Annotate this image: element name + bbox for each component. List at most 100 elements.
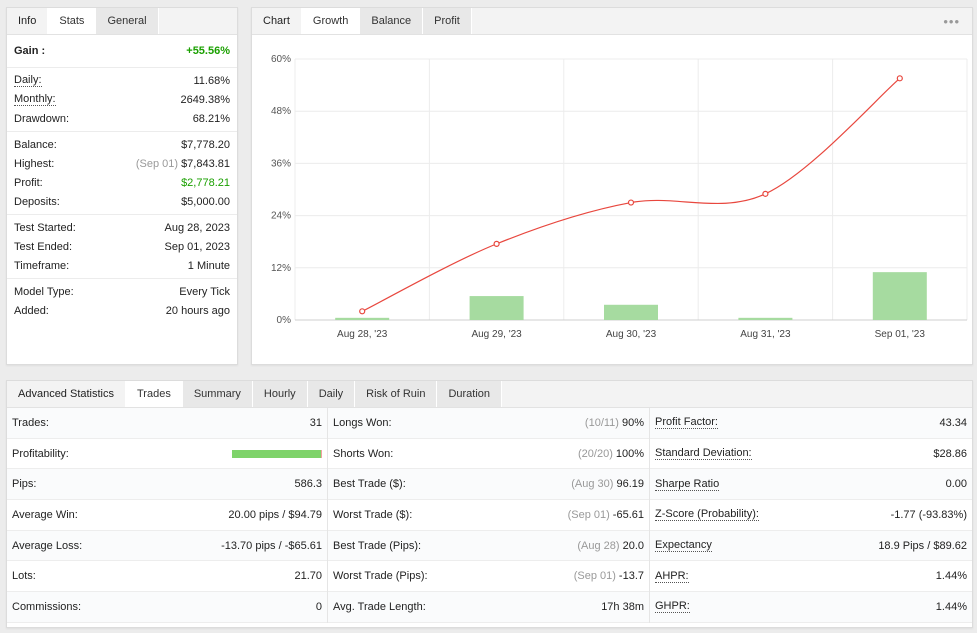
info-group-model: Model Type: Every Tick Added: 20 hours ago [7,279,237,323]
info-label: Model Type: [14,285,74,298]
stats-value: -13.70 pips / -$65.61 [221,540,322,552]
stats-row-longs-won: Longs Won: (10/11) 90% [328,408,649,439]
info-value-text: 20 hours ago [165,304,230,317]
chart-tab-growth[interactable]: Growth [301,8,361,34]
info-row-test-started: Test Started: Aug 28, 2023 [7,218,237,237]
advanced-tab-advanced-statistics: Advanced Statistics [7,381,126,407]
stats-label[interactable]: Z-Score (Probability): [655,508,759,522]
stats-value-text: 100% [615,447,644,460]
stats-value-text: 17h 38m [601,600,644,613]
growth-point [896,75,903,82]
chart-tab-balance[interactable]: Balance [360,8,424,34]
stats-row-average-win: Average Win: 20.00 pips / $94.79 [7,500,327,531]
stats-value: -1.77 (-93.83%) [891,509,967,521]
stats-value-text: 1.44% [935,570,967,583]
y-tick-label: 48% [271,106,291,117]
stats-value-text: 43.34 [939,416,967,429]
stats-value: 20.00 pips / $94.79 [228,509,322,521]
info-group-balance: Balance: $7,778.20 Highest: (Sep 01) $7,843.… [7,132,237,215]
chart-tab-profit[interactable]: Profit [423,8,472,34]
info-value: Sep 01, 2023 [165,241,230,253]
x-tick-label: Aug 31, '23 [740,329,791,340]
stats-value-context: (Sep 01) [567,508,610,521]
info-value-text: $7,843.81 [181,157,230,170]
growth-bar [604,304,658,320]
info-label[interactable]: Daily: [14,74,42,87]
growth-point [359,308,366,315]
stats-value-text: 96.19 [616,478,644,491]
info-row-added: Added: 20 hours ago [7,301,237,320]
stats-value-text: 20.00 pips / $94.79 [228,508,322,521]
stats-value: 0.00 [946,478,967,490]
stats-label[interactable]: Profit Factor: [655,416,718,430]
stats-label[interactable]: GHPR: [655,600,690,614]
info-row-model-type: Model Type: Every Tick [7,282,237,301]
info-value-text: Sep 01, 2023 [164,240,230,253]
info-value-date: (Sep 01) [135,157,179,170]
info-value: 1 Minute [188,260,230,272]
advanced-tab-duration[interactable]: Duration [437,381,503,407]
stats-row-expectancy: Expectancy 18.9 Pips / $89.62 [650,530,972,562]
info-tabbar: Info Stats General [7,8,237,35]
more-dots-icon[interactable]: ••• [943,14,960,29]
info-group-rates: Daily: 11.68% Monthly: 2649.38% Drawdown: 68.… [7,68,237,132]
stats-label: Average Loss: [12,539,83,552]
info-tab-stats[interactable]: Stats [48,8,97,34]
y-tick-label: 24% [271,211,291,222]
stats-label: Commissions: [12,600,82,613]
advanced-tab-risk-of-ruin[interactable]: Risk of Ruin [355,381,438,407]
advanced-statistics-panel: Advanced Statistics Trades Summary Hourly Da… [6,380,973,628]
info-value-text: $5,000.00 [181,195,230,208]
stats-row-ghpr: GHPR: 1.44% [650,592,972,623]
info-value-text: Aug 28, 2023 [164,221,230,234]
profitability-bar-fill [232,449,322,458]
info-row-profit: Profit: $2,778.21 [7,173,237,192]
stats-column-3: Profit Factor: 43.34 Standard Deviation: $2… [650,408,972,623]
stats-value: (Aug 28) 20.0 [577,540,644,552]
stats-value-text: 0.00 [945,478,967,491]
stats-value: (Sep 01) -13.7 [574,570,644,582]
info-label: Test Started: [14,221,76,234]
info-group-test: Test Started: Aug 28, 2023 Test Ended: Sep … [7,215,237,279]
info-row-test-ended: Test Ended: Sep 01, 2023 [7,237,237,256]
stats-value-text: 1.44% [935,600,967,613]
stats-label[interactable]: Standard Deviation: [655,447,752,461]
stats-value: 43.34 [939,417,967,429]
stats-value: (Sep 01) -65.61 [568,509,644,521]
stats-value: (Aug 30) 96.19 [571,478,644,490]
advanced-tab-hourly[interactable]: Hourly [252,381,308,407]
stats-label: Pips: [12,478,37,491]
stats-value-text: -1.77 (-93.83%) [890,508,967,521]
stats-row-z-score-probability: Z-Score (Probability): -1.77 (-93.83%) [650,500,972,531]
stats-value: 18.9 Pips / $89.62 [878,540,967,552]
gain-label: Gain : [14,45,46,57]
stats-row-ahpr: AHPR: 1.44% [650,561,972,593]
stats-label[interactable]: AHPR: [655,569,689,583]
advanced-tab-summary[interactable]: Summary [182,381,253,407]
stats-value: (10/11) 90% [585,417,644,429]
info-value-text: 68.21% [192,112,230,125]
chart-panel: Chart Growth Balance Profit ••• 0% 12% 24% 36%… [251,7,973,365]
stats-row-trades: Trades: 31 [7,408,327,439]
info-label: Added: [14,304,49,317]
gain-row: Gain : +55.56% [7,38,237,64]
stats-label[interactable]: Expectancy [655,539,712,553]
stats-value-context: (20/20) [578,447,613,460]
stats-value: 586.3 [294,478,322,490]
info-label: Profit: [14,176,43,189]
stats-label[interactable]: Sharpe Ratio [655,477,720,491]
info-value: 68.21% [193,113,230,125]
advanced-tab-daily[interactable]: Daily [307,381,356,407]
stats-row-shorts-won: Shorts Won: (20/20) 100% [328,439,649,470]
stats-label: Longs Won: [333,416,392,429]
growth-bar [335,317,390,320]
stats-row-standard-deviation: Standard Deviation: $28.86 [650,439,972,470]
x-tick-label: Aug 29, '23 [471,329,522,340]
info-label: Drawdown: [14,112,70,125]
advanced-tab-trades[interactable]: Trades [126,381,183,407]
info-value: (Sep 01) $7,843.81 [136,158,230,170]
stats-label: Avg. Trade Length: [333,600,426,613]
y-tick-label: 12% [271,263,291,274]
info-tab-general[interactable]: General [96,8,159,34]
info-label[interactable]: Monthly: [14,93,56,106]
